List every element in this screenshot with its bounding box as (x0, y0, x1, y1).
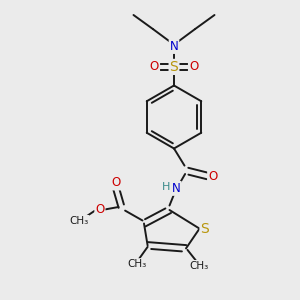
Text: O: O (112, 176, 121, 190)
Text: N: N (169, 40, 178, 53)
Text: CH₃: CH₃ (128, 259, 147, 269)
Text: S: S (169, 60, 178, 74)
Text: O: O (189, 60, 198, 74)
Text: CH₃: CH₃ (69, 216, 88, 226)
Text: S: S (200, 222, 209, 236)
Text: O: O (95, 203, 104, 216)
Text: N: N (172, 182, 181, 195)
Text: CH₃: CH₃ (190, 261, 209, 271)
Text: O: O (208, 170, 217, 183)
Text: H: H (161, 182, 170, 192)
Text: O: O (150, 60, 159, 74)
